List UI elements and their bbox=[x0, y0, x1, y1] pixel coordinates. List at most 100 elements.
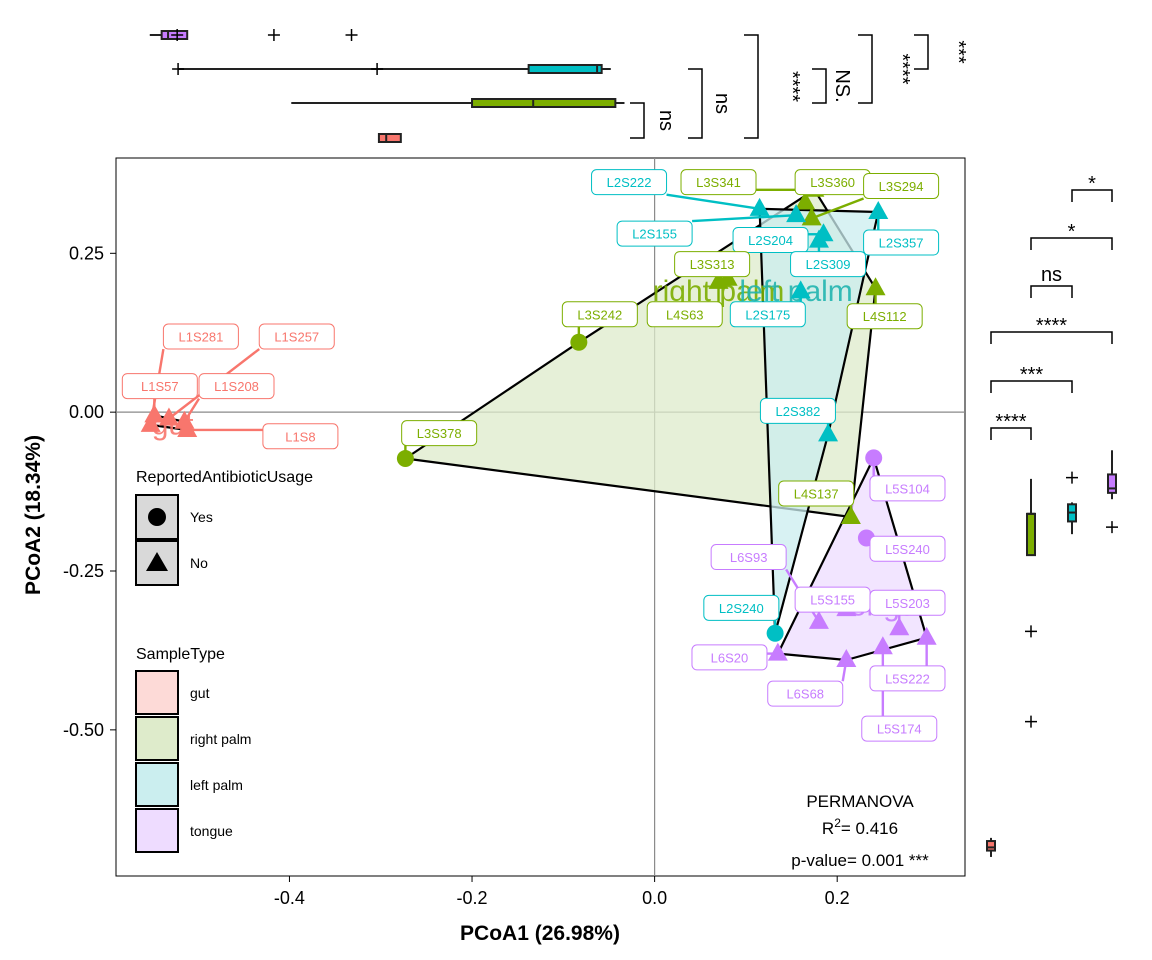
bracket-label: *** bbox=[947, 40, 969, 64]
right-boxplot-gut bbox=[986, 837, 996, 857]
label-text: L2S175 bbox=[745, 307, 790, 322]
fill-legend-items: gut right palm left palm tongue bbox=[135, 670, 251, 853]
box bbox=[1026, 512, 1036, 557]
bracket-label: NS. bbox=[831, 69, 853, 102]
y-axis-ticks: 0.25 0.00 -0.25 -0.50 bbox=[63, 243, 116, 740]
label-text: L4S112 bbox=[863, 309, 907, 324]
bracket-label: **** bbox=[1036, 315, 1067, 337]
box bbox=[527, 64, 603, 74]
label-box bbox=[869, 589, 946, 616]
legend-key bbox=[135, 716, 179, 761]
top-boxplot-right-palm bbox=[291, 98, 625, 108]
right-significance-bracket: ns bbox=[1030, 264, 1073, 298]
outlier bbox=[1025, 625, 1037, 638]
label-L1S257: L1S257 bbox=[258, 323, 335, 350]
point-L2S382 bbox=[818, 423, 839, 442]
label-text: L6S93 bbox=[730, 550, 768, 565]
label-box bbox=[869, 665, 946, 692]
label-L5S155: L5S155 bbox=[794, 586, 871, 613]
bracket-label: ns bbox=[711, 93, 733, 114]
bracket-label: ns bbox=[655, 110, 677, 131]
permanova-title: PERMANOVA bbox=[806, 792, 914, 811]
label-L3S378: L3S378 bbox=[401, 420, 478, 447]
label-text: L5S203 bbox=[885, 596, 930, 611]
outlier bbox=[171, 29, 184, 41]
right-significance-bracket: **** bbox=[990, 411, 1032, 440]
box bbox=[986, 840, 996, 852]
legend-key bbox=[135, 762, 179, 807]
legend-label: right palm bbox=[190, 731, 251, 747]
point-L3S378 bbox=[396, 450, 414, 468]
label-L4S137: L4S137 bbox=[778, 480, 855, 507]
point-L3S242 bbox=[570, 333, 588, 351]
legend-shape-yes: Yes bbox=[135, 494, 213, 540]
label-text: L3S294 bbox=[879, 179, 924, 194]
label-L1S281: L1S281 bbox=[162, 323, 239, 350]
label-box bbox=[863, 172, 940, 199]
legend-label: left palm bbox=[190, 777, 243, 793]
point-L6S68 bbox=[836, 648, 857, 667]
point-L3S294 bbox=[801, 207, 822, 226]
label-text: L2S309 bbox=[806, 257, 851, 272]
label-text: L1S257 bbox=[274, 330, 319, 345]
label-text: L3S378 bbox=[417, 426, 462, 441]
legend-label: Yes bbox=[190, 509, 213, 525]
label-box bbox=[674, 251, 751, 278]
x-axis-ticks: -0.4 -0.2 0.0 0.2 bbox=[274, 876, 850, 908]
right-significance-bracket: **** bbox=[990, 315, 1113, 344]
label-L1S208: L1S208 bbox=[198, 373, 275, 400]
label-box bbox=[616, 220, 693, 247]
outlier bbox=[1025, 715, 1037, 728]
shape-legend-items: Yes No bbox=[135, 494, 213, 586]
label-text: L5S104 bbox=[885, 481, 930, 496]
label-box bbox=[778, 480, 855, 507]
legend-key bbox=[135, 808, 179, 853]
label-box bbox=[646, 301, 723, 328]
point-L2S357 bbox=[868, 201, 889, 220]
y-tick-label: 0.25 bbox=[69, 243, 104, 263]
label-box bbox=[732, 226, 809, 253]
label-text: L3S341 bbox=[696, 175, 741, 190]
label-L2S155: L2S155 bbox=[616, 220, 693, 247]
y-tick-label: -0.25 bbox=[63, 561, 104, 581]
label-text: L2S204 bbox=[748, 233, 793, 248]
label-L6S93: L6S93 bbox=[710, 544, 787, 571]
label-box bbox=[703, 594, 780, 621]
label-box bbox=[790, 251, 867, 278]
label-box bbox=[258, 323, 335, 350]
label-box bbox=[262, 423, 339, 450]
label-box bbox=[863, 229, 940, 256]
label-L2S222: L2S222 bbox=[591, 169, 668, 196]
label-box bbox=[680, 169, 757, 196]
legend-label: tongue bbox=[190, 823, 233, 839]
bracket-line bbox=[1030, 237, 1113, 250]
legend-fill-gut: gut bbox=[135, 670, 210, 715]
bracket-line bbox=[812, 68, 827, 104]
label-box bbox=[198, 373, 275, 400]
bracket-line bbox=[1071, 189, 1113, 202]
label-text: L6S20 bbox=[711, 650, 749, 665]
bracket-label: **** bbox=[781, 71, 803, 102]
main-scatter-panel: gut right palm left palm tongue L1S281 L1S25… bbox=[115, 157, 966, 877]
bracket-label: *** bbox=[1020, 364, 1044, 386]
bracket-label: * bbox=[1068, 221, 1076, 243]
legend-key bbox=[135, 670, 179, 715]
label-box bbox=[710, 544, 787, 571]
x-tick-label: -0.4 bbox=[274, 888, 305, 908]
legend-fill-left-palm: left palm bbox=[135, 762, 243, 807]
label-text: L3S313 bbox=[690, 257, 735, 272]
x-tick-label: -0.2 bbox=[457, 888, 488, 908]
label-box bbox=[869, 535, 946, 562]
top-significance-bracket: **** bbox=[858, 34, 913, 104]
label-L5S174: L5S174 bbox=[861, 715, 938, 742]
connector-L2S222 bbox=[666, 193, 760, 211]
point-L1S281 bbox=[140, 413, 161, 432]
connector-L3S294 bbox=[811, 197, 865, 220]
label-box bbox=[861, 715, 938, 742]
point-L4S63 bbox=[708, 270, 729, 289]
permanova-pvalue: p-value= 0.001 *** bbox=[791, 851, 929, 870]
label-L2S357: L2S357 bbox=[863, 229, 940, 256]
label-text: L6S68 bbox=[786, 687, 824, 702]
label-box bbox=[121, 373, 198, 400]
